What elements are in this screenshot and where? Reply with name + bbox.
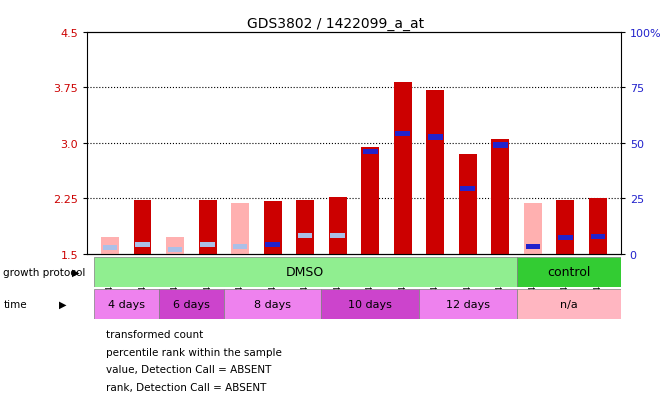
Text: value, Detection Call = ABSENT: value, Detection Call = ABSENT	[106, 364, 271, 374]
Bar	[94, 289, 159, 319]
Bar	[136, 242, 150, 248]
Bar	[459, 154, 476, 254]
Bar	[134, 201, 152, 254]
Text: 6 days: 6 days	[173, 299, 210, 309]
Bar	[298, 233, 313, 238]
Bar	[428, 135, 443, 140]
Bar	[590, 235, 605, 240]
Bar	[491, 140, 509, 254]
Bar	[296, 201, 314, 254]
Bar	[394, 83, 412, 254]
Text: GDS3802 / 1422099_a_at: GDS3802 / 1422099_a_at	[247, 17, 424, 31]
Bar	[361, 147, 379, 254]
Bar	[94, 257, 517, 287]
Bar	[517, 257, 621, 287]
Text: 12 days: 12 days	[446, 299, 490, 309]
Bar	[330, 233, 345, 238]
Bar	[264, 202, 282, 254]
Bar	[524, 204, 541, 254]
Text: rank, Detection Call = ABSENT: rank, Detection Call = ABSENT	[106, 382, 266, 392]
Text: 10 days: 10 days	[348, 299, 392, 309]
Bar	[517, 289, 621, 319]
Bar	[233, 244, 248, 249]
Bar	[265, 242, 280, 248]
Bar	[321, 289, 419, 319]
Text: transformed count: transformed count	[106, 330, 203, 339]
Text: percentile rank within the sample: percentile rank within the sample	[106, 347, 282, 357]
Text: 8 days: 8 days	[254, 299, 291, 309]
Text: ▶: ▶	[59, 299, 66, 309]
Bar	[460, 187, 475, 192]
Bar	[101, 238, 119, 254]
Bar	[224, 289, 321, 319]
Bar	[556, 201, 574, 254]
Bar	[363, 150, 378, 155]
Text: control: control	[547, 266, 590, 279]
Bar	[426, 90, 444, 254]
Bar	[329, 198, 347, 254]
Bar	[166, 238, 184, 254]
Bar	[419, 289, 517, 319]
Text: time: time	[3, 299, 27, 309]
Bar	[525, 244, 540, 249]
Bar	[395, 131, 410, 137]
Bar	[159, 289, 224, 319]
Bar	[199, 201, 217, 254]
Text: ▶: ▶	[72, 267, 79, 277]
Bar	[103, 245, 117, 251]
Text: growth protocol: growth protocol	[3, 267, 86, 277]
Bar	[493, 143, 508, 148]
Bar	[558, 235, 572, 240]
Text: 4 days: 4 days	[108, 299, 145, 309]
Bar	[200, 242, 215, 248]
Text: n/a: n/a	[560, 299, 578, 309]
Bar	[231, 204, 249, 254]
Text: DMSO: DMSO	[286, 266, 324, 279]
Bar	[589, 199, 607, 254]
Bar	[168, 247, 183, 252]
